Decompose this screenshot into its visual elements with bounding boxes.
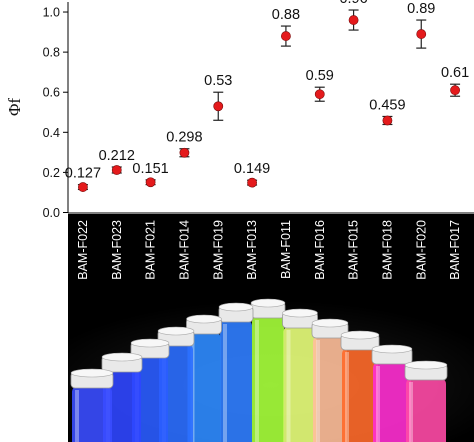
vial-highlight xyxy=(75,390,79,442)
data-point-group: 0.59 xyxy=(306,68,334,102)
vial-body xyxy=(72,386,112,442)
vial-body xyxy=(252,316,284,442)
vial-highlight xyxy=(345,352,349,442)
data-label: 0.127 xyxy=(65,166,101,182)
data-point xyxy=(450,85,460,96)
data-point xyxy=(111,165,122,175)
vial xyxy=(282,308,318,442)
vial-body xyxy=(220,320,252,442)
data-point-group: 0.61 xyxy=(441,65,469,97)
vial-cap-top xyxy=(186,314,222,324)
vial-highlight xyxy=(223,324,227,442)
data-point-group: 0.149 xyxy=(234,161,270,188)
vial xyxy=(311,318,349,442)
vial xyxy=(404,360,448,442)
data-point xyxy=(213,101,224,112)
y-tick-label: 1.0 xyxy=(43,6,60,20)
data-point-group: 0.459 xyxy=(369,97,406,126)
y-tick-label: 0.0 xyxy=(43,206,60,220)
data-point-group: 0.53 xyxy=(204,73,232,121)
data-point-group: 0.96 xyxy=(339,0,368,31)
data-point xyxy=(281,31,291,41)
vial-cap-top xyxy=(340,330,380,340)
data-point-group: 0.127 xyxy=(65,166,101,192)
data-label: 0.212 xyxy=(99,148,135,164)
x-tick-label: BAM-F021 xyxy=(144,220,158,280)
vial xyxy=(371,344,413,442)
data-point-group: 0.151 xyxy=(132,161,169,188)
vial-body xyxy=(342,348,378,442)
data-point-group: 0.88 xyxy=(272,7,300,47)
data-label: 0.151 xyxy=(132,161,168,177)
x-tick-label: BAM-F022 xyxy=(76,220,90,280)
vial-highlight xyxy=(286,330,291,442)
data-label: 0.298 xyxy=(166,130,202,146)
vials-photo: BAM-F022 BAM-F023 BAM-F021 BAM-F014 BAM-F019… xyxy=(68,214,474,442)
vial-cap-top xyxy=(282,308,318,318)
vial-highlight xyxy=(316,340,320,442)
data-label: 0.53 xyxy=(204,73,232,89)
data-point xyxy=(382,115,393,126)
x-tick-label: BAM-F019 xyxy=(211,220,225,280)
x-tick-label: BAM-F014 xyxy=(177,220,191,280)
vial-body xyxy=(187,332,221,442)
data-label: 0.149 xyxy=(234,161,270,177)
data-label: 0.89 xyxy=(407,1,435,17)
y-tick-label: 0.4 xyxy=(43,126,60,140)
vial-cap-top xyxy=(70,368,114,378)
vial-cap-top xyxy=(404,360,448,370)
vial-cap-top xyxy=(157,326,195,336)
data-point xyxy=(179,147,190,158)
data-point xyxy=(145,177,156,188)
vial xyxy=(218,302,254,442)
x-tick-label: BAM-F020 xyxy=(414,220,428,280)
vial xyxy=(340,330,380,442)
x-tick-label: BAM-F015 xyxy=(347,220,361,280)
vial-highlight xyxy=(376,366,380,442)
vial xyxy=(70,368,114,442)
vial-body xyxy=(406,378,446,442)
x-tick-label: BAM-F023 xyxy=(110,220,124,280)
vial-cap-top xyxy=(371,344,413,354)
data-label: 0.61 xyxy=(441,65,469,81)
vial-highlight xyxy=(255,320,259,442)
vial-cap-top xyxy=(250,298,286,308)
data-label: 0.96 xyxy=(339,0,367,7)
data-point xyxy=(416,29,427,39)
vial xyxy=(250,298,286,442)
vial-body xyxy=(283,326,317,442)
vial-cap-top xyxy=(218,302,254,312)
vial-body xyxy=(103,370,141,442)
data-point-group: 0.212 xyxy=(99,148,135,175)
x-tick-label: BAM-F013 xyxy=(245,220,259,280)
x-tick-label: BAM-F017 xyxy=(448,220,462,280)
vial-body xyxy=(313,336,347,442)
y-tick-label: 0.8 xyxy=(43,46,60,60)
data-label: 0.459 xyxy=(369,97,405,113)
vial-body xyxy=(132,356,168,442)
vial-cap-top xyxy=(311,318,349,328)
data-point-group: 0.298 xyxy=(166,130,203,158)
vial-highlight xyxy=(409,382,413,442)
data-point-group: 0.89 xyxy=(407,1,435,49)
x-tick-label: BAM-F016 xyxy=(313,220,327,280)
x-tick-label: BAM-F018 xyxy=(380,220,394,280)
vial-body xyxy=(373,362,411,442)
vial-cap-top xyxy=(101,352,143,362)
data-label: 0.88 xyxy=(272,7,300,23)
x-tick-label: BAM-F011 xyxy=(279,220,293,279)
y-axis-label: Φf xyxy=(5,98,24,116)
vial-cap-top xyxy=(130,338,170,348)
y-tick-label: 0.6 xyxy=(43,86,60,100)
data-point xyxy=(314,89,325,100)
data-point xyxy=(78,182,88,192)
y-tick-label: 0.2 xyxy=(43,166,60,180)
data-label: 0.59 xyxy=(306,68,334,84)
data-point xyxy=(247,177,257,188)
data-point xyxy=(348,15,359,25)
